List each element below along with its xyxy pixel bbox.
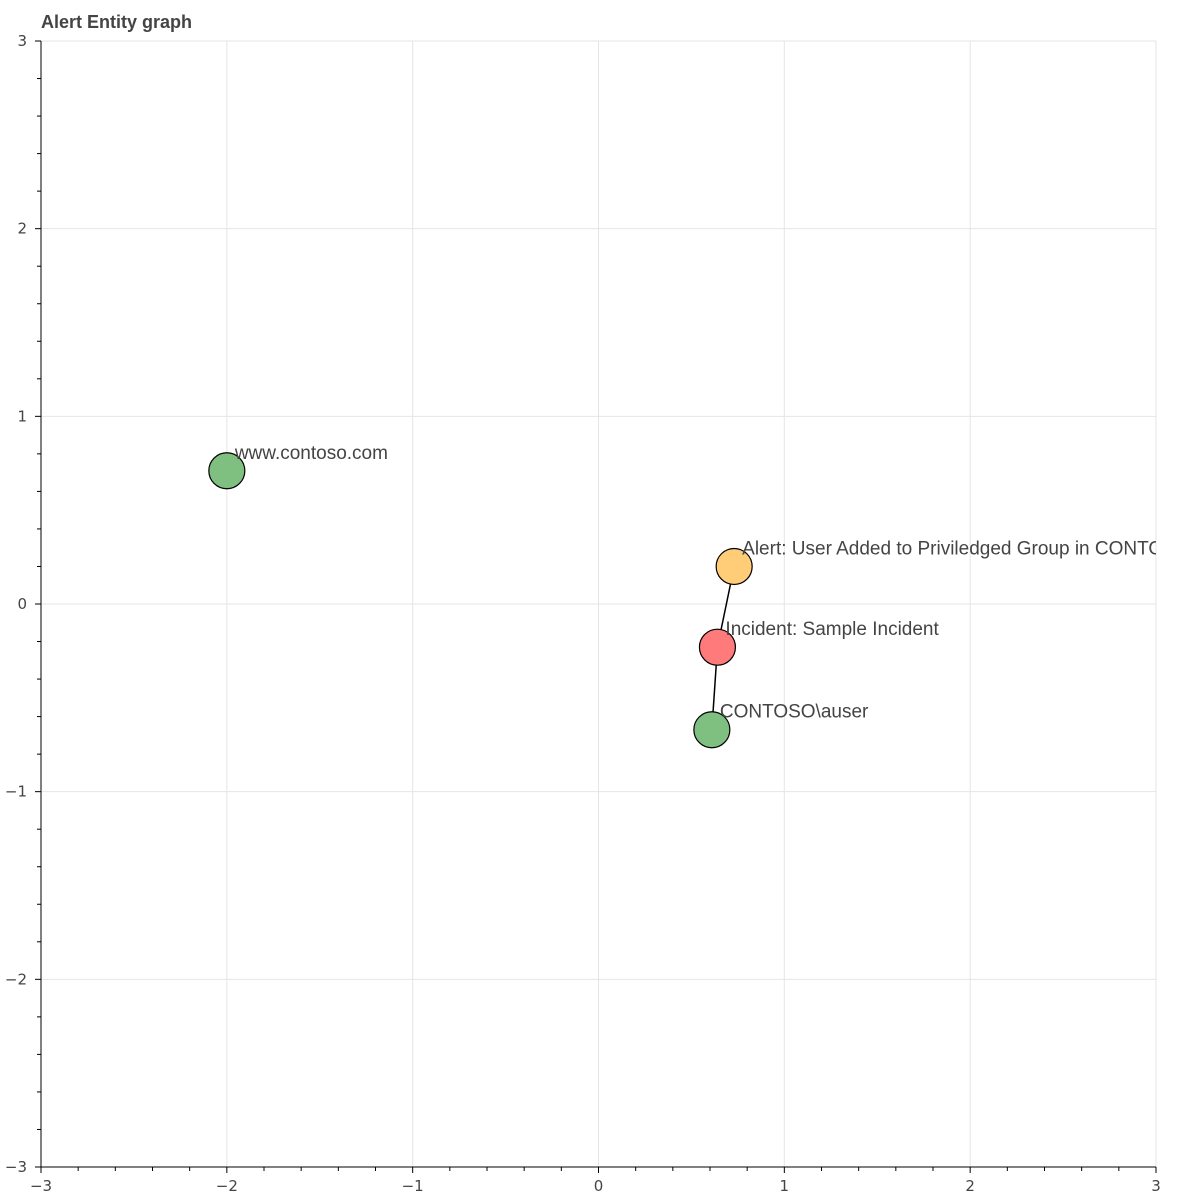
y-tick-label: 1 — [17, 407, 27, 425]
node-url[interactable] — [208, 452, 246, 490]
node-alert[interactable] — [715, 547, 753, 586]
node-incident[interactable] — [698, 628, 737, 666]
node-label-account: CONTOSO\auser — [720, 702, 869, 723]
node-account[interactable] — [693, 711, 731, 749]
node-label-incident: Incident: Sample Incident — [725, 619, 939, 640]
node-label-url: www.contoso.com — [234, 443, 388, 464]
y-tick-label: 2 — [17, 220, 27, 238]
x-tick-label: 3 — [1151, 1177, 1161, 1195]
nodes — [208, 452, 753, 749]
x-tick-label: −1 — [402, 1177, 424, 1195]
x-tick-label: −3 — [30, 1177, 52, 1195]
y-tick-label: 0 — [17, 595, 27, 613]
x-tick-label: 1 — [780, 1177, 790, 1195]
y-tick-label: 3 — [17, 32, 27, 50]
node-label-alert: Alert: User Added to Priviledged Group i… — [742, 538, 1200, 559]
y-tick-label: −3 — [5, 1158, 27, 1176]
y-tick-label: −2 — [5, 970, 27, 988]
chart-title: Alert Entity graph — [41, 12, 192, 32]
x-tick-label: 0 — [594, 1177, 604, 1195]
x-tick-label: 2 — [965, 1177, 975, 1195]
x-tick-label: −2 — [216, 1177, 238, 1195]
node-labels: www.contoso.com Alert: User Added to Priv… — [234, 443, 1200, 723]
axes: −3 −2 −1 0 1 2 3 −3 −2 −1 0 1 2 3 — [5, 32, 1161, 1195]
grid — [41, 40, 1157, 1167]
y-tick-label: −1 — [5, 783, 27, 801]
